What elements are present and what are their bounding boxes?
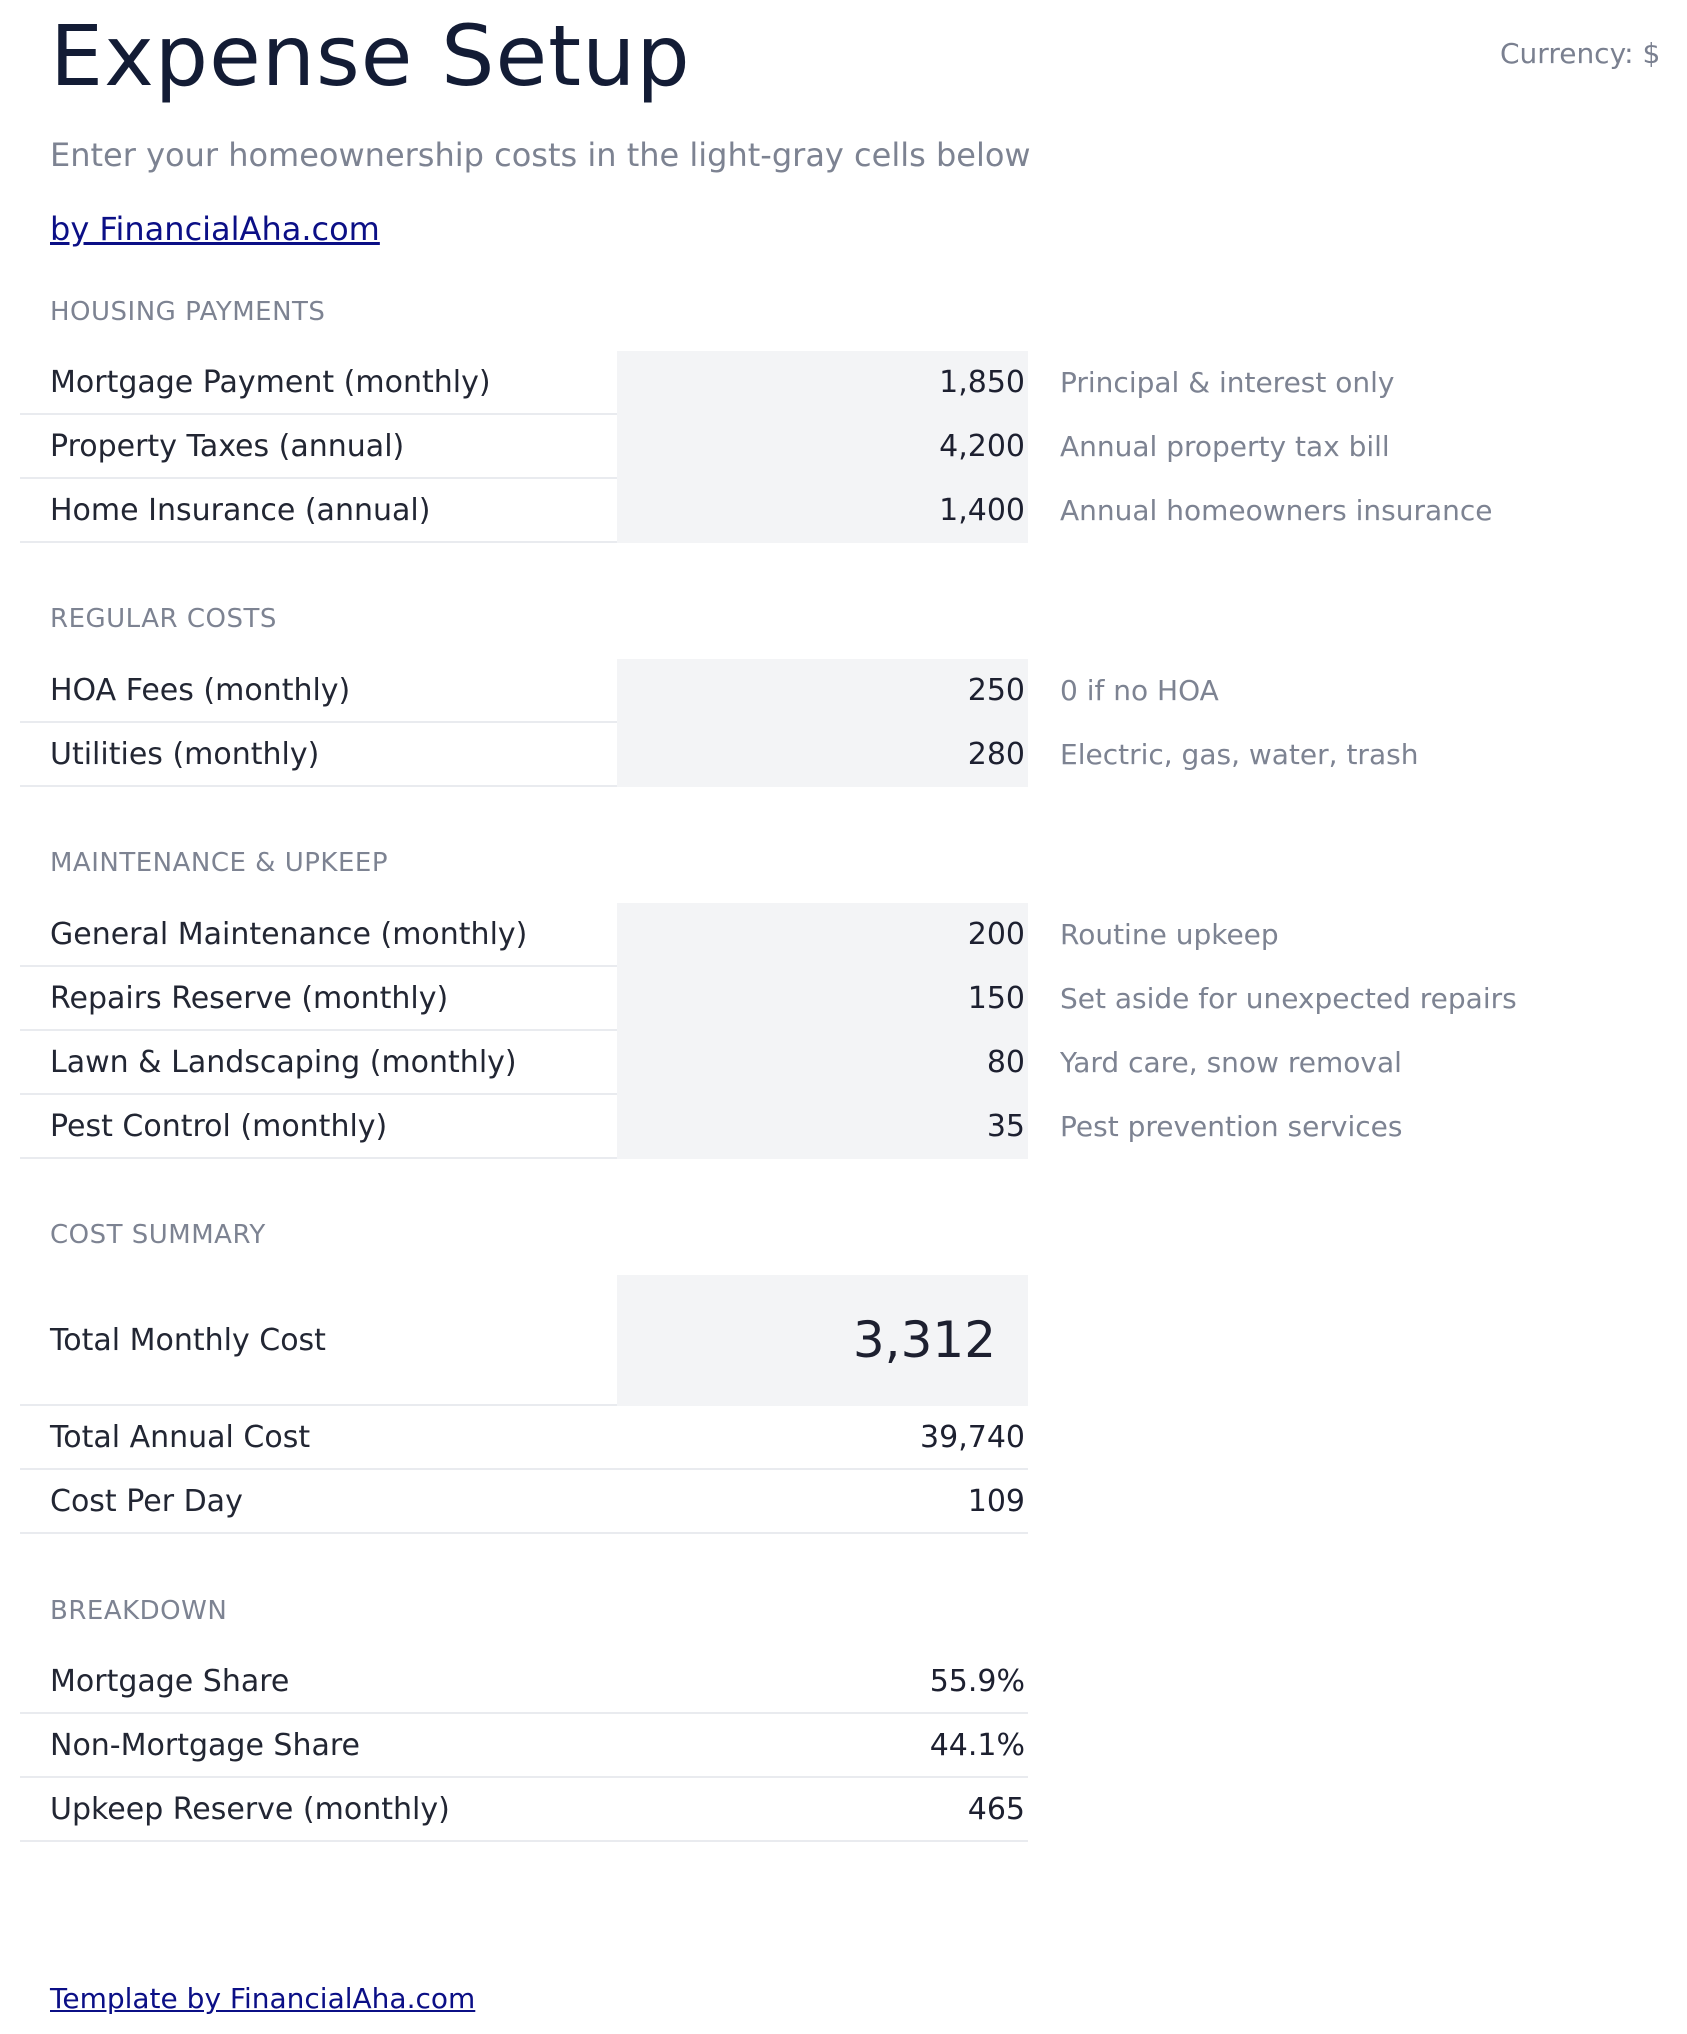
row-lawn-landscaping: Lawn & Landscaping (monthly) 80 Yard car… bbox=[20, 1031, 1402, 1095]
section-heading-housing: HOUSING PAYMENTS bbox=[50, 297, 326, 327]
input-cell[interactable]: 1,850 bbox=[617, 351, 1028, 415]
footer-template-link[interactable]: Template by FinancialAha.com bbox=[50, 1982, 476, 2015]
row-value: 44.1% bbox=[929, 1728, 1025, 1763]
row-value: 465 bbox=[967, 1792, 1025, 1827]
row-mortgage-payment: Mortgage Payment (monthly) 1,850 Princip… bbox=[20, 351, 1395, 415]
row-label: Property Taxes (annual) bbox=[20, 415, 617, 479]
row-total-monthly-cost: Total Monthly Cost 3,312 bbox=[20, 1275, 1028, 1406]
row-home-insurance: Home Insurance (annual) 1,400 Annual hom… bbox=[20, 479, 1493, 543]
row-non-mortgage-share: Non-Mortgage Share 44.1% bbox=[20, 1714, 1028, 1778]
section-heading-breakdown: BREAKDOWN bbox=[50, 1596, 228, 1626]
row-property-taxes: Property Taxes (annual) 4,200 Annual pro… bbox=[20, 415, 1390, 479]
row-note: Electric, gas, water, trash bbox=[1060, 738, 1419, 771]
row-value: 39,740 bbox=[920, 1420, 1025, 1455]
row-note: Yard care, snow removal bbox=[1060, 1046, 1402, 1079]
input-cell[interactable]: 200 bbox=[617, 903, 1028, 967]
row-cost-per-day: Cost Per Day 109 bbox=[20, 1470, 1028, 1534]
page-subtitle: Enter your homeownership costs in the li… bbox=[50, 136, 1031, 174]
input-cell[interactable]: 1,400 bbox=[617, 479, 1028, 543]
input-cell[interactable]: 280 bbox=[617, 723, 1028, 787]
row-label: Lawn & Landscaping (monthly) bbox=[20, 1031, 617, 1095]
total-monthly-value: 3,312 bbox=[617, 1275, 1028, 1406]
row-total-annual-cost: Total Annual Cost 39,740 bbox=[20, 1406, 1028, 1470]
row-value: 55.9% bbox=[929, 1664, 1025, 1699]
row-label: Upkeep Reserve (monthly) bbox=[20, 1778, 1028, 1842]
input-cell[interactable]: 250 bbox=[617, 659, 1028, 723]
row-note: Pest prevention services bbox=[1060, 1110, 1403, 1143]
row-value: 109 bbox=[967, 1484, 1025, 1519]
row-note: Annual property tax bill bbox=[1060, 430, 1390, 463]
row-pest-control: Pest Control (monthly) 35 Pest preventio… bbox=[20, 1095, 1402, 1159]
row-note: Principal & interest only bbox=[1060, 366, 1395, 399]
row-label: Repairs Reserve (monthly) bbox=[20, 967, 617, 1031]
row-note: 0 if no HOA bbox=[1060, 674, 1219, 707]
row-label: Non-Mortgage Share bbox=[20, 1714, 1028, 1778]
input-cell[interactable]: 80 bbox=[617, 1031, 1028, 1095]
row-upkeep-reserve: Upkeep Reserve (monthly) 465 bbox=[20, 1778, 1028, 1842]
section-heading-maintenance: MAINTENANCE & UPKEEP bbox=[50, 848, 389, 878]
row-general-maintenance: General Maintenance (monthly) 200 Routin… bbox=[20, 903, 1279, 967]
row-label: HOA Fees (monthly) bbox=[20, 659, 617, 723]
row-mortgage-share: Mortgage Share 55.9% bbox=[20, 1650, 1028, 1714]
page-title: Expense Setup bbox=[50, 7, 691, 105]
row-label: Cost Per Day bbox=[20, 1470, 1028, 1534]
row-utilities: Utilities (monthly) 280 Electric, gas, w… bbox=[20, 723, 1418, 787]
currency-label: Currency: $ bbox=[1500, 37, 1661, 70]
row-label: Mortgage Payment (monthly) bbox=[20, 351, 617, 415]
row-label: Total Monthly Cost bbox=[20, 1275, 617, 1406]
section-heading-summary: COST SUMMARY bbox=[50, 1220, 266, 1250]
row-note: Set aside for unexpected repairs bbox=[1060, 982, 1517, 1015]
row-label: Total Annual Cost bbox=[20, 1406, 1028, 1470]
row-hoa-fees: HOA Fees (monthly) 250 0 if no HOA bbox=[20, 659, 1219, 723]
row-label: Home Insurance (annual) bbox=[20, 479, 617, 543]
row-repairs-reserve: Repairs Reserve (monthly) 150 Set aside … bbox=[20, 967, 1517, 1031]
row-label: Utilities (monthly) bbox=[20, 723, 617, 787]
row-label: General Maintenance (monthly) bbox=[20, 903, 617, 967]
input-cell[interactable]: 150 bbox=[617, 967, 1028, 1031]
row-label: Pest Control (monthly) bbox=[20, 1095, 617, 1159]
byline-link[interactable]: by FinancialAha.com bbox=[50, 210, 380, 248]
section-heading-regular: REGULAR COSTS bbox=[50, 604, 277, 634]
input-cell[interactable]: 4,200 bbox=[617, 415, 1028, 479]
row-label: Mortgage Share bbox=[20, 1650, 1028, 1714]
row-note: Annual homeowners insurance bbox=[1060, 494, 1493, 527]
row-note: Routine upkeep bbox=[1060, 918, 1279, 951]
input-cell[interactable]: 35 bbox=[617, 1095, 1028, 1159]
